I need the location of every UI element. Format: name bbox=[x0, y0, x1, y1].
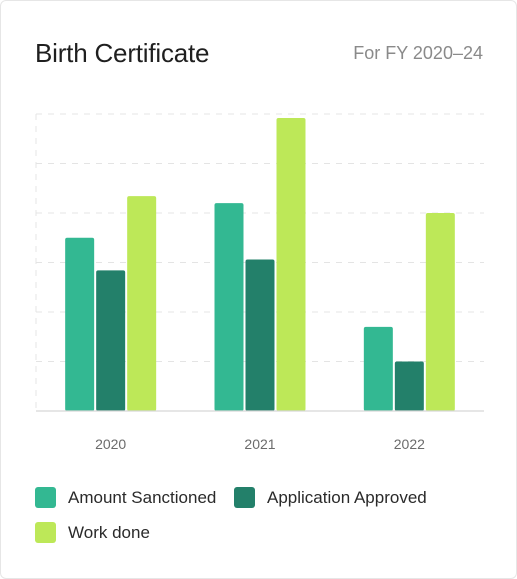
bar bbox=[363, 326, 393, 411]
bar bbox=[245, 259, 275, 411]
bar bbox=[96, 270, 126, 411]
bar bbox=[276, 117, 306, 412]
bar bbox=[394, 361, 424, 411]
legend-swatch-work-done bbox=[35, 522, 56, 543]
bar bbox=[214, 203, 244, 411]
legend-item-application-approved[interactable]: Application Approved bbox=[234, 487, 427, 508]
bar bbox=[425, 213, 455, 411]
legend-item-work-done[interactable]: Work done bbox=[35, 522, 150, 543]
legend-swatch-amount-sanctioned bbox=[35, 487, 56, 508]
x-tick-label: 2020 bbox=[95, 436, 126, 452]
legend-item-amount-sanctioned[interactable]: Amount Sanctioned bbox=[35, 487, 216, 508]
fiscal-year-label: For FY 2020–24 bbox=[353, 43, 483, 63]
x-tick-label: 2022 bbox=[394, 436, 425, 452]
bar bbox=[127, 196, 157, 411]
bar bbox=[65, 237, 95, 411]
legend-swatch-application-approved bbox=[234, 487, 255, 508]
legend-label: Work done bbox=[68, 522, 150, 542]
chart-title: Birth Certificate bbox=[35, 38, 210, 68]
legend-label: Amount Sanctioned bbox=[68, 487, 217, 507]
bar-chart: 2020 2021 2022 bbox=[35, 113, 484, 452]
legend-label: Application Approved bbox=[267, 487, 427, 507]
x-tick-label: 2021 bbox=[244, 436, 275, 452]
